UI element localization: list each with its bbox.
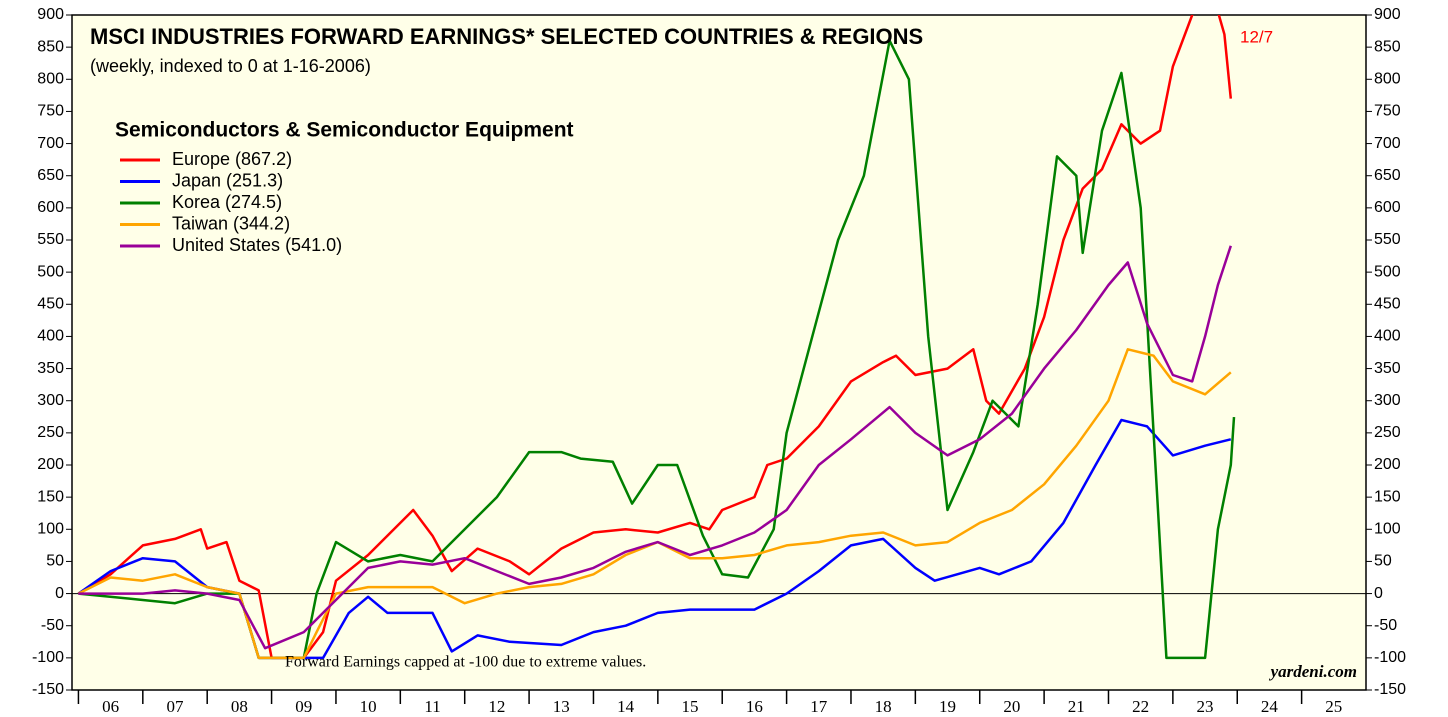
y2-tick-label: 550 — [1374, 231, 1401, 248]
y2-tick-label: 400 — [1374, 328, 1401, 345]
y-tick-label: 750 — [37, 103, 64, 120]
annotation: 12/7 — [1240, 27, 1273, 46]
x-tick-label: 10 — [360, 697, 377, 716]
x-tick-label: 08 — [231, 697, 248, 716]
x-tick-label: 22 — [1132, 697, 1149, 716]
series-line — [77, 15, 1233, 660]
y2-tick-label: 700 — [1374, 135, 1401, 152]
y-tick-label: 400 — [37, 328, 64, 345]
y-tick-label: 350 — [37, 360, 64, 377]
y-tick-label: 550 — [37, 231, 64, 248]
y2-tick-label: 150 — [1374, 488, 1401, 505]
y2-tick-label: 900 — [1374, 6, 1401, 23]
x-tick-label: 23 — [1197, 697, 1214, 716]
y2-tick-label: 650 — [1374, 167, 1401, 184]
y2-tick-label: 750 — [1374, 103, 1401, 120]
y2-tick-label: 850 — [1374, 38, 1401, 55]
y-tick-label: 300 — [37, 392, 64, 409]
legend-title: Semiconductors & Semiconductor Equipment — [115, 119, 574, 142]
y2-tick-label: 0 — [1374, 585, 1383, 602]
chart-title: MSCI INDUSTRIES FORWARD EARNINGS* SELECT… — [90, 24, 923, 49]
x-tick-label: 07 — [167, 697, 185, 716]
x-tick-label: 18 — [875, 697, 892, 716]
y2-tick-label: 800 — [1374, 71, 1401, 88]
y-tick-label: -100 — [32, 649, 64, 666]
legend-label: Korea (274.5) — [172, 192, 282, 212]
legend-label: United States (541.0) — [172, 235, 342, 255]
y-tick-label: -150 — [32, 681, 64, 698]
y2-tick-label: 300 — [1374, 392, 1401, 409]
chart-subtitle: (weekly, indexed to 0 at 1-16-2006) — [90, 56, 371, 76]
y2-tick-label: -50 — [1374, 617, 1397, 634]
y-tick-label: 150 — [37, 488, 64, 505]
y2-tick-label: 350 — [1374, 360, 1401, 377]
y-tick-label: 800 — [37, 71, 64, 88]
x-tick-label: 15 — [682, 697, 699, 716]
x-tick-label: 09 — [295, 697, 312, 716]
series-line — [78, 39, 1236, 660]
x-tick-label: 14 — [617, 697, 635, 716]
x-tick-label: 19 — [939, 697, 956, 716]
y-tick-label: 850 — [37, 38, 64, 55]
source: yardeni.com — [1269, 662, 1357, 681]
y-tick-label: 650 — [37, 167, 64, 184]
x-tick-label: 24 — [1261, 697, 1279, 716]
y-tick-label: 100 — [37, 521, 64, 538]
legend-label: Japan (251.3) — [172, 170, 283, 190]
x-tick-label: 12 — [488, 697, 505, 716]
x-tick-label: 25 — [1325, 697, 1342, 716]
series-line — [78, 245, 1232, 650]
y2-tick-label: 50 — [1374, 553, 1392, 570]
y2-tick-label: 600 — [1374, 199, 1401, 216]
y2-tick-label: 250 — [1374, 424, 1401, 441]
plot-area — [71, 14, 1367, 691]
legend-label: Europe (867.2) — [172, 149, 292, 169]
y-tick-label: 250 — [37, 424, 64, 441]
y-tick-label: 700 — [37, 135, 64, 152]
y2-tick-label: 200 — [1374, 456, 1401, 473]
y2-tick-label: 450 — [1374, 296, 1401, 313]
x-tick-label: 11 — [424, 697, 440, 716]
x-tick-label: 21 — [1068, 697, 1085, 716]
y-tick-label: 450 — [37, 296, 64, 313]
footnote: Forward Earnings capped at -100 due to e… — [285, 654, 646, 671]
x-tick-label: 06 — [102, 697, 119, 716]
y2-tick-label: -150 — [1374, 681, 1406, 698]
y-tick-label: 500 — [37, 263, 64, 280]
x-tick-label: 17 — [810, 697, 828, 716]
y-tick-label: 200 — [37, 456, 64, 473]
y-tick-label: 900 — [37, 6, 64, 23]
y2-tick-label: 500 — [1374, 263, 1401, 280]
y2-tick-label: 100 — [1374, 521, 1401, 538]
legend-label: Taiwan (344.2) — [172, 213, 290, 233]
y-tick-label: 50 — [46, 553, 64, 570]
x-tick-label: 13 — [553, 697, 570, 716]
y-tick-label: 600 — [37, 199, 64, 216]
y-tick-label: -50 — [41, 617, 64, 634]
y-tick-label: 0 — [55, 585, 64, 602]
x-tick-label: 20 — [1003, 697, 1020, 716]
y2-tick-label: -100 — [1374, 649, 1406, 666]
x-tick-label: 16 — [746, 697, 763, 716]
